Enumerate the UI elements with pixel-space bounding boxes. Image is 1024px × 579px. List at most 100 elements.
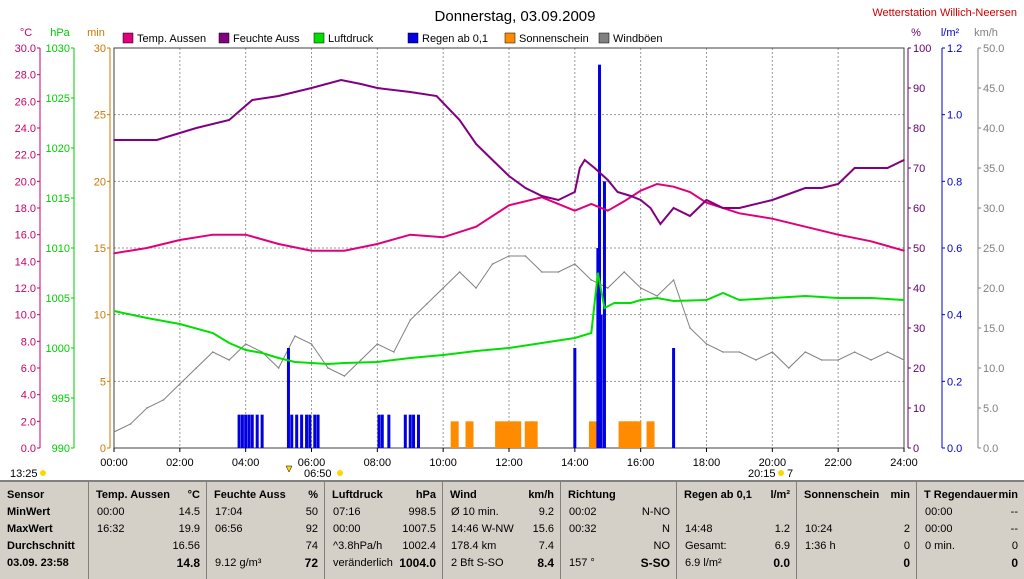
table-cell: %	[308, 489, 318, 501]
sunshine-bar	[513, 421, 522, 448]
rain-bar	[380, 414, 384, 448]
series-point	[672, 207, 675, 209]
legend-swatch	[122, 32, 134, 44]
series-point	[211, 332, 214, 334]
pressure_hpa-tick-label: 1015	[46, 193, 70, 205]
rain-bar	[412, 414, 416, 448]
wind_kmh-tick-label: 50.0	[983, 43, 1004, 55]
series-point	[870, 240, 872, 243]
sunshine-bar	[495, 421, 504, 448]
series-point	[583, 159, 586, 161]
series-point	[425, 303, 428, 305]
sunshine_min-tick-label: 20	[94, 176, 106, 188]
series-point	[606, 179, 609, 181]
table-cell: 00:00	[333, 523, 361, 535]
table-cell: 74	[305, 540, 318, 552]
rain-bar	[377, 414, 381, 448]
table-column: Richtung 00:02 N-NO 00:32 N NO 157 ° S-SO	[560, 482, 676, 579]
sunshine-bar	[588, 421, 597, 448]
legend-swatch	[598, 32, 610, 44]
series-point	[590, 332, 593, 334]
rain-bar	[313, 414, 317, 448]
wind_kmh-tick-label: 30.0	[983, 203, 1004, 215]
humidity_pct-unit: %	[911, 27, 921, 39]
series-point	[442, 236, 444, 239]
series-point	[629, 302, 632, 304]
series-point	[672, 185, 675, 188]
series-point	[870, 359, 872, 361]
series-point	[113, 431, 115, 433]
series-point	[804, 351, 807, 353]
temp_c-tick-label: 4.0	[21, 390, 36, 402]
table-cell: S-SO	[640, 556, 670, 570]
series-point	[722, 292, 724, 294]
table-column: Regen ab 0,1 l/m² 14:48 1.2 Gesamt: 6.9 6.9 l/…	[676, 482, 796, 579]
table-cell: 00:00	[925, 506, 953, 518]
series-point	[524, 187, 527, 189]
rain_lm2-tick-label: 0.8	[947, 176, 962, 188]
station-name: Wetterstation Willich-Neersen	[872, 7, 1017, 19]
series-point	[738, 299, 741, 301]
table-column: Sonnenschein min 10:24 2 1:36 h 0 0	[796, 482, 916, 579]
axis-units: °C hPa min% l/m² km/h	[20, 27, 998, 39]
table-cell: min	[998, 489, 1018, 501]
series-point	[886, 167, 889, 169]
rain_lm2-tick-label: 0.6	[947, 243, 962, 255]
table-cell: Regen ab 0,1	[684, 489, 752, 501]
table-cell: N	[662, 523, 670, 535]
wind_kmh-tick-label: 40.0	[983, 123, 1004, 135]
pressure_hpa-tick-label: 1025	[46, 93, 70, 105]
table-cell: Luftdruck	[332, 489, 383, 501]
series-point	[578, 167, 581, 169]
rain-bar	[237, 414, 241, 448]
legend-label: Sonnenschein	[519, 33, 589, 45]
rain_lm2-unit: l/m²	[941, 27, 960, 39]
series-point	[659, 223, 662, 225]
series-point	[277, 243, 280, 245]
series-point	[155, 139, 158, 141]
series-point	[508, 347, 510, 349]
series-point	[409, 357, 412, 359]
series-point	[672, 300, 675, 302]
series-point	[277, 357, 280, 359]
table-column: Feuchte Auss% 17:04 50 06:56 92 74 9.12 g/m³ 72	[206, 482, 324, 579]
humidity_pct-tick-label: 50	[913, 243, 925, 255]
series-point	[541, 271, 543, 273]
sunshine-bar	[524, 421, 533, 448]
table-cell: veränderlich	[333, 557, 393, 569]
series-point	[541, 342, 543, 344]
series-point	[639, 299, 642, 301]
series-point	[524, 255, 527, 257]
series-point	[409, 91, 412, 93]
pressure_hpa-tick-label: 1010	[46, 243, 70, 255]
sunshine-bar	[623, 421, 632, 448]
series-point	[343, 375, 346, 377]
table-cell: 0	[1011, 556, 1018, 570]
series-point	[903, 299, 905, 301]
wind_kmh-tick-label: 5.0	[983, 403, 998, 415]
series-point	[277, 367, 280, 369]
series-point	[705, 343, 708, 345]
rain-bar	[573, 348, 577, 448]
series-point	[458, 119, 461, 121]
table-cell: 0.0	[773, 556, 790, 570]
chart-title: Donnerstag, 03.09.2009	[435, 8, 596, 25]
series-point	[886, 351, 889, 353]
table-cell: 00:00	[925, 523, 953, 535]
table-cell: 14.8	[176, 556, 200, 570]
series-point	[392, 351, 395, 353]
table-cell: 15.6	[532, 523, 554, 535]
sunshine-bar	[646, 421, 655, 448]
x-tick-label: 12:00	[495, 457, 523, 469]
table-cell: 9.2	[538, 506, 554, 518]
table-cell: MinWert	[7, 506, 51, 518]
table-cell: 07:16	[333, 506, 361, 518]
table-column: Wind km/h Ø 10 min. 9.2 14:46 W-NW 15.6 178.4 …	[442, 482, 560, 579]
series-point	[113, 310, 115, 312]
series-point	[870, 167, 872, 169]
series-point	[113, 252, 115, 255]
series-point	[574, 263, 576, 265]
series-point	[508, 204, 510, 207]
rain-bar	[316, 414, 320, 448]
table-cell: 03.09. 23:58	[7, 557, 69, 569]
